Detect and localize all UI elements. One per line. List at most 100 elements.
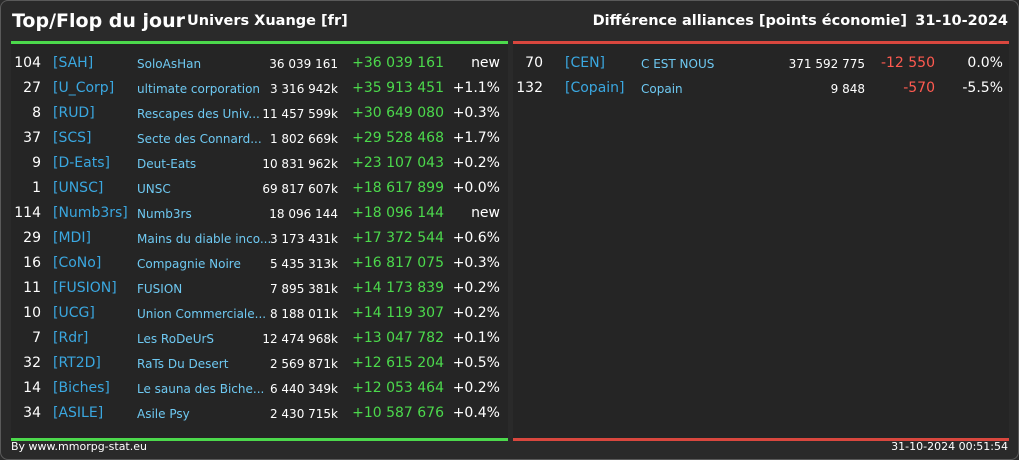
alliance-name-link[interactable]: Secte des Connard... xyxy=(137,132,262,146)
points-difference: +14 119 307 xyxy=(352,305,444,321)
percent-change: +0.2% xyxy=(452,305,500,321)
alliance-name-link[interactable]: Copain xyxy=(641,82,683,96)
alliance-rank: 70 xyxy=(525,55,543,71)
alliance-tag-link[interactable]: [U_Corp] xyxy=(53,80,115,96)
alliance-points: 18 096 144 xyxy=(269,207,338,221)
alliance-rank: 10 xyxy=(23,305,41,321)
alliance-tag-link[interactable]: [RT2D] xyxy=(53,355,101,371)
alliance-name-link[interactable]: FUSION xyxy=(137,282,183,296)
alliance-tag-link[interactable]: [UCG] xyxy=(53,305,95,321)
percent-change: new xyxy=(471,55,500,71)
alliance-name-link[interactable]: RaTs Du Desert xyxy=(137,357,229,371)
table-row: 1 [UNSC] UNSC 69 817 607k +18 617 899 +0.0% xyxy=(11,176,508,201)
alliance-tag-link[interactable]: [FUSION] xyxy=(53,280,117,296)
alliance-tag-link[interactable]: [D-Eats] xyxy=(53,155,110,171)
percent-change: +1.1% xyxy=(452,80,500,96)
points-difference: +35 913 451 xyxy=(352,80,444,96)
alliance-rank: 132 xyxy=(516,80,543,96)
alliance-rank: 32 xyxy=(23,355,41,371)
points-difference: +14 173 839 xyxy=(352,280,444,296)
alliance-rank: 1 xyxy=(32,180,41,196)
alliance-tag-link[interactable]: [Numb3rs] xyxy=(53,205,128,221)
table-row: 16 [CoNo] Compagnie Noire 5 435 313k +16 817… xyxy=(11,251,508,276)
percent-change: +0.3% xyxy=(452,105,500,121)
alliance-tag-link[interactable]: [Copain] xyxy=(565,80,625,96)
alliance-rank: 29 xyxy=(23,230,41,246)
points-difference: +18 096 144 xyxy=(352,205,444,221)
alliance-name-link[interactable]: ultimate corporation xyxy=(137,82,261,96)
table-row: 9 [D-Eats] Deut-Eats 10 831 962k +23 107 043… xyxy=(11,151,508,176)
percent-change: 0.0% xyxy=(967,55,1003,71)
page-title: Top/Flop du jour xyxy=(12,10,185,32)
points-difference: -12 550 xyxy=(880,55,935,71)
alliance-points: 3 173 431k xyxy=(269,232,338,246)
alliance-name-link[interactable]: Deut-Eats xyxy=(137,157,197,171)
alliance-tag-link[interactable]: [Rdr] xyxy=(53,330,89,346)
alliance-tag-link[interactable]: [SCS] xyxy=(53,130,92,146)
points-difference: -570 xyxy=(903,80,935,96)
table-row: 70 [CEN] C EST NOUS 371 592 775 -12 550 0.0% xyxy=(513,51,1009,76)
alliance-name-link[interactable]: Numb3rs xyxy=(137,207,192,221)
alliance-rank: 114 xyxy=(14,205,41,221)
alliance-points: 36 039 161 xyxy=(269,57,338,71)
percent-change: +0.3% xyxy=(452,255,500,271)
percent-change: +0.4% xyxy=(452,405,500,421)
alliance-points: 3 316 942k xyxy=(269,82,338,96)
footer-credit: By www.mmorpg-stat.eu xyxy=(11,440,147,453)
alliance-tag-link[interactable]: [ASILE] xyxy=(53,405,104,421)
alliance-name-link[interactable]: C EST NOUS xyxy=(641,57,715,71)
alliance-rank: 34 xyxy=(23,405,41,421)
points-difference: +13 047 782 xyxy=(352,330,444,346)
alliance-tag-link[interactable]: [Biches] xyxy=(53,380,110,396)
alliance-points: 12 474 968k xyxy=(262,332,338,346)
alliance-name-link[interactable]: Compagnie Noire xyxy=(137,257,241,271)
table-row: 11 [FUSION] FUSION 7 895 381k +14 173 839 +0.… xyxy=(11,276,508,301)
alliance-tag-link[interactable]: [RUD] xyxy=(53,105,95,121)
stat-type-title: Différence alliances [points économie] xyxy=(592,13,907,29)
points-difference: +29 528 468 xyxy=(352,130,444,146)
alliance-tag-link[interactable]: [SAH] xyxy=(53,55,94,71)
header: Top/Flop du jour Univers Xuange [fr] Dif… xyxy=(1,1,1018,41)
percent-change: new xyxy=(471,205,500,221)
alliance-name-link[interactable]: Le sauna des Biche... xyxy=(137,382,265,396)
universe-subtitle: Univers Xuange [fr] xyxy=(187,13,348,29)
points-difference: +23 107 043 xyxy=(352,155,444,171)
alliance-rank: 27 xyxy=(23,80,41,96)
alliance-rank: 8 xyxy=(32,105,41,121)
alliance-rank: 9 xyxy=(32,155,41,171)
alliance-name-link[interactable]: SoloAsHan xyxy=(137,57,202,71)
alliance-name-link[interactable]: UNSC xyxy=(137,182,171,196)
alliance-tag-link[interactable]: [UNSC] xyxy=(53,180,104,196)
alliance-rank: 37 xyxy=(23,130,41,146)
points-difference: +16 817 075 xyxy=(352,255,444,271)
alliance-rank: 14 xyxy=(23,380,41,396)
points-difference: +30 649 080 xyxy=(352,105,444,121)
points-difference: +10 587 676 xyxy=(352,405,444,421)
table-row: 14 [Biches] Le sauna des Biche... 6 440 349… xyxy=(11,376,508,401)
table-row: 34 [ASILE] Asile Psy 2 430 715k +10 587 676 +… xyxy=(11,401,508,426)
alliance-name-link[interactable]: Union Commerciale... xyxy=(137,307,267,321)
alliance-name-link[interactable]: Rescapes des Univ... xyxy=(137,107,260,121)
percent-change: +0.2% xyxy=(452,380,500,396)
alliance-name-link[interactable]: Asile Psy xyxy=(137,407,190,421)
points-difference: +12 053 464 xyxy=(352,380,444,396)
percent-change: +0.2% xyxy=(452,155,500,171)
alliance-points: 5 435 313k xyxy=(269,257,338,271)
alliance-points: 11 457 599k xyxy=(262,107,338,121)
alliance-points: 8 188 011k xyxy=(269,307,338,321)
alliance-name-link[interactable]: Les RoDeUrS xyxy=(137,332,215,346)
alliance-points: 6 440 349k xyxy=(269,382,338,396)
table-row: 32 [RT2D] RaTs Du Desert 2 569 871k +12 615 … xyxy=(11,351,508,376)
alliance-points: 10 831 962k xyxy=(262,157,338,171)
alliance-name-link[interactable]: Mains du diable inco... xyxy=(137,232,272,246)
alliance-points: 2 569 871k xyxy=(269,357,338,371)
alliance-tag-link[interactable]: [CoNo] xyxy=(53,255,102,271)
alliance-points: 9 848 xyxy=(830,82,865,96)
footer-timestamp: 31-10-2024 00:51:54 xyxy=(891,440,1008,453)
alliance-points: 1 802 669k xyxy=(269,132,338,146)
header-date: 31-10-2024 xyxy=(915,13,1008,29)
alliance-tag-link[interactable]: [MDI] xyxy=(53,230,91,246)
alliance-tag-link[interactable]: [CEN] xyxy=(565,55,606,71)
alliance-rank: 11 xyxy=(23,280,41,296)
